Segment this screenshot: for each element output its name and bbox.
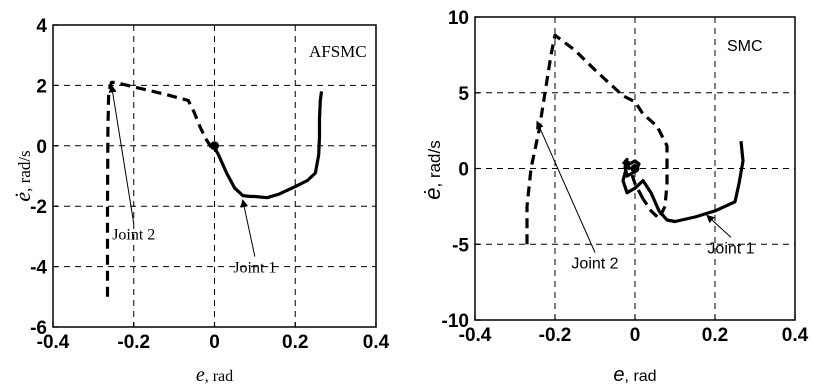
y-axis-label-symbol: ė xyxy=(420,188,445,200)
series-joint-2-line xyxy=(105,80,215,297)
y-tick-label: 5 xyxy=(458,84,469,105)
annotation-arrow xyxy=(240,199,256,257)
x-tick-label: 0.2 xyxy=(282,332,308,353)
y-axis-label: ė, rad/s xyxy=(10,150,35,201)
y-tick-label: 2 xyxy=(36,76,47,97)
y-tick-label: -10 xyxy=(442,311,469,332)
x-axis-label: e, rad xyxy=(613,364,656,386)
y-axis-label-unit: , rad/s xyxy=(15,150,34,192)
series-joint-1-line xyxy=(213,91,324,200)
x-axis-label-unit: , rad xyxy=(205,368,233,385)
y-axis-label-symbol: ė xyxy=(10,192,35,202)
annotation-arrow xyxy=(108,84,135,224)
x-axis-label-symbol: e xyxy=(196,364,205,386)
x-tick-label: -0.2 xyxy=(539,325,572,346)
annotation-label: Joint 1 xyxy=(707,240,754,257)
chart-panel-2: -0.4 -0.2 0 0.2 0.4 -10 -5 0 5 10 SMC Joint 2 Joint … xyxy=(420,8,809,386)
origin-point xyxy=(630,164,640,173)
y-axis-label: ė, rad/s xyxy=(420,140,445,200)
y-axis-label-unit: , rad/s xyxy=(425,140,444,187)
x-tick-label: -0.4 xyxy=(459,325,492,346)
annotation-arrow xyxy=(706,214,732,238)
series-joint-2-line xyxy=(525,33,669,245)
series-joint-1-line xyxy=(621,141,745,224)
x-tick-label: 0.2 xyxy=(702,325,728,346)
panel-method-label: AFSMC xyxy=(309,42,367,61)
y-tick-label: 0 xyxy=(458,160,469,181)
annotation-label: Joint 2 xyxy=(571,255,618,272)
y-tick-label: 10 xyxy=(448,8,469,29)
x-tick-label: -0.2 xyxy=(117,332,150,353)
x-axis-label-unit: , rad xyxy=(625,368,657,385)
y-tick-label: 4 xyxy=(36,16,47,37)
x-tick-label: 0.4 xyxy=(782,325,809,346)
annotation-label: Joint 1 xyxy=(233,260,276,277)
annotation-arrow xyxy=(536,120,596,253)
x-tick-label: -0.4 xyxy=(37,332,70,353)
y-tick-label: 0 xyxy=(36,137,47,158)
x-tick-label: 0.4 xyxy=(363,332,390,353)
panel-method-label: SMC xyxy=(727,38,763,55)
annotation-label: Joint 2 xyxy=(112,226,155,243)
y-tick-label: -2 xyxy=(30,197,47,218)
x-tick-label: 0 xyxy=(209,332,220,353)
y-tick-label: -6 xyxy=(30,318,47,339)
x-tick-label: 0 xyxy=(630,325,641,346)
x-axis-label-symbol: e xyxy=(613,364,624,386)
chart-panel-1: -0.4 -0.2 0 0.2 0.4 -6 -4 -2 0 2 4 AFSMC Joint 2 Join… xyxy=(10,16,390,386)
y-tick-label: -5 xyxy=(452,235,469,256)
origin-point xyxy=(210,141,219,151)
x-axis-label: e, rad xyxy=(196,364,233,386)
y-tick-label: -4 xyxy=(30,258,47,279)
